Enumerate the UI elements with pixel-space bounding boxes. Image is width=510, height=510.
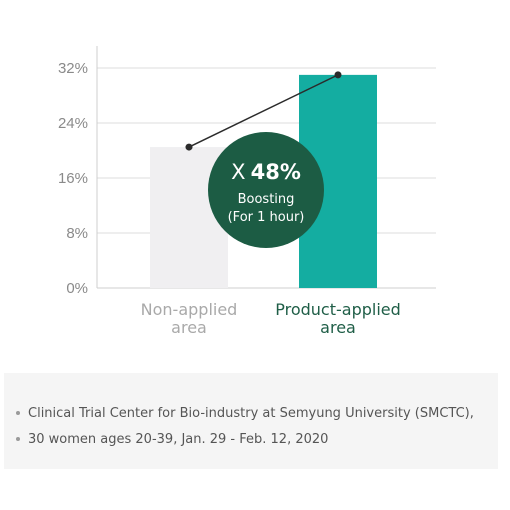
connector-segment xyxy=(188,74,339,148)
boost-multiplier-value: 48% xyxy=(251,160,301,184)
y-tick-label: 16% xyxy=(58,170,88,187)
source-note-text: Clinical Trial Center for Bio-industry a… xyxy=(28,405,474,421)
connector-line xyxy=(185,71,342,151)
x-category-label: Product-applied xyxy=(275,300,401,319)
y-tick-label: 8% xyxy=(66,225,88,242)
connector-point xyxy=(334,71,342,79)
bullet-dot xyxy=(16,437,20,441)
boost-badge: X 48% Boosting (For 1 hour) xyxy=(208,132,324,248)
bar-chart: 0%8%16%24%32% Non-appliedareaProduct-app… xyxy=(58,46,436,337)
y-axis-ticks: 0% 8% 16% 24% 32% xyxy=(58,60,88,297)
x-category-label: area xyxy=(171,318,207,337)
bullet-dot xyxy=(16,411,20,415)
boost-label-line2: (For 1 hour) xyxy=(228,210,305,225)
y-tick-label: 32% xyxy=(58,60,88,77)
x-category-label: area xyxy=(320,318,356,337)
connector-point xyxy=(185,143,193,151)
y-tick-label: 24% xyxy=(58,115,88,132)
source-note: Clinical Trial Center for Bio-industry a… xyxy=(4,373,498,469)
x-category-label: Non-applied xyxy=(141,300,238,319)
boost-multiplier: X 48% xyxy=(231,160,301,184)
boost-multiplier-prefix: X xyxy=(231,160,245,184)
boost-label-line1: Boosting xyxy=(238,192,295,207)
y-tick-label: 0% xyxy=(66,280,88,297)
boost-badge-circle xyxy=(208,132,324,248)
source-note-line: Clinical Trial Center for Bio-industry a… xyxy=(16,400,498,426)
source-note-text: 30 women ages 20-39, Jan. 29 - Feb. 12, … xyxy=(28,431,329,447)
source-note-line: 30 women ages 20-39, Jan. 29 - Feb. 12, … xyxy=(16,426,498,452)
